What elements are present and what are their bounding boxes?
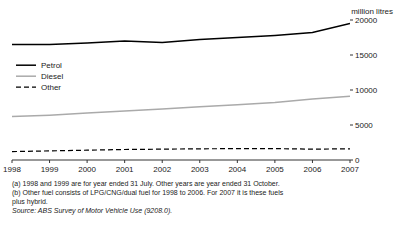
y-tick [350,125,353,126]
x-tick-label: 2004 [228,165,246,174]
x-tick [162,160,163,163]
y-tick-label: 5000 [355,121,373,130]
x-axis-line [12,160,350,161]
x-tick [312,160,313,163]
x-tick-label: 2006 [304,165,322,174]
x-tick-label: 2007 [341,165,359,174]
x-tick [49,160,50,163]
legend-label: Diesel [41,72,63,81]
series-line [12,149,350,152]
y-tick [350,160,353,161]
x-tick-label: 2002 [153,165,171,174]
legend-label: Petrol [41,61,62,70]
footnote: (b) Other fuel consists of LPG/CNG/dual … [12,189,284,197]
y-axis-label: million litres [351,7,393,16]
x-tick [274,160,275,163]
x-tick-label: 2005 [266,165,284,174]
series-line [12,24,350,45]
footnote: (a) 1998 and 1999 are for year ended 31 … [12,180,280,188]
y-tick-label: 0 [355,156,360,165]
y-tick [350,90,353,91]
legend-label: Other [41,83,61,92]
x-tick [12,160,13,163]
chart: 1998 1999 2000 2001 2002 2003 2004 2005 2006 2007… [0,0,397,227]
y-tick-label: 20000 [355,16,378,25]
x-tick-label: 1998 [3,165,21,174]
y-tick [350,20,353,21]
y-tick-label: 10000 [355,86,378,95]
plot-area [12,24,350,152]
x-tick-label: 2000 [78,165,96,174]
x-tick-label: 2003 [191,165,209,174]
x-tick [87,160,88,163]
legend-swatch [16,75,36,77]
x-tick [199,160,200,163]
x-tick-label: 2001 [116,165,134,174]
x-tick [237,160,238,163]
x-tick [124,160,125,163]
legend: Petrol Diesel Other [16,61,63,92]
series-line [12,96,350,116]
legend-swatch [16,64,36,66]
legend-swatch [16,87,36,88]
y-tick [350,55,353,56]
footnote: plus hybrid. [12,198,48,206]
x-tick-label: 1999 [41,165,59,174]
source-note: Source: ABS Survey of Motor Vehicle Use … [12,207,172,215]
y-tick-label: 15000 [355,51,378,60]
